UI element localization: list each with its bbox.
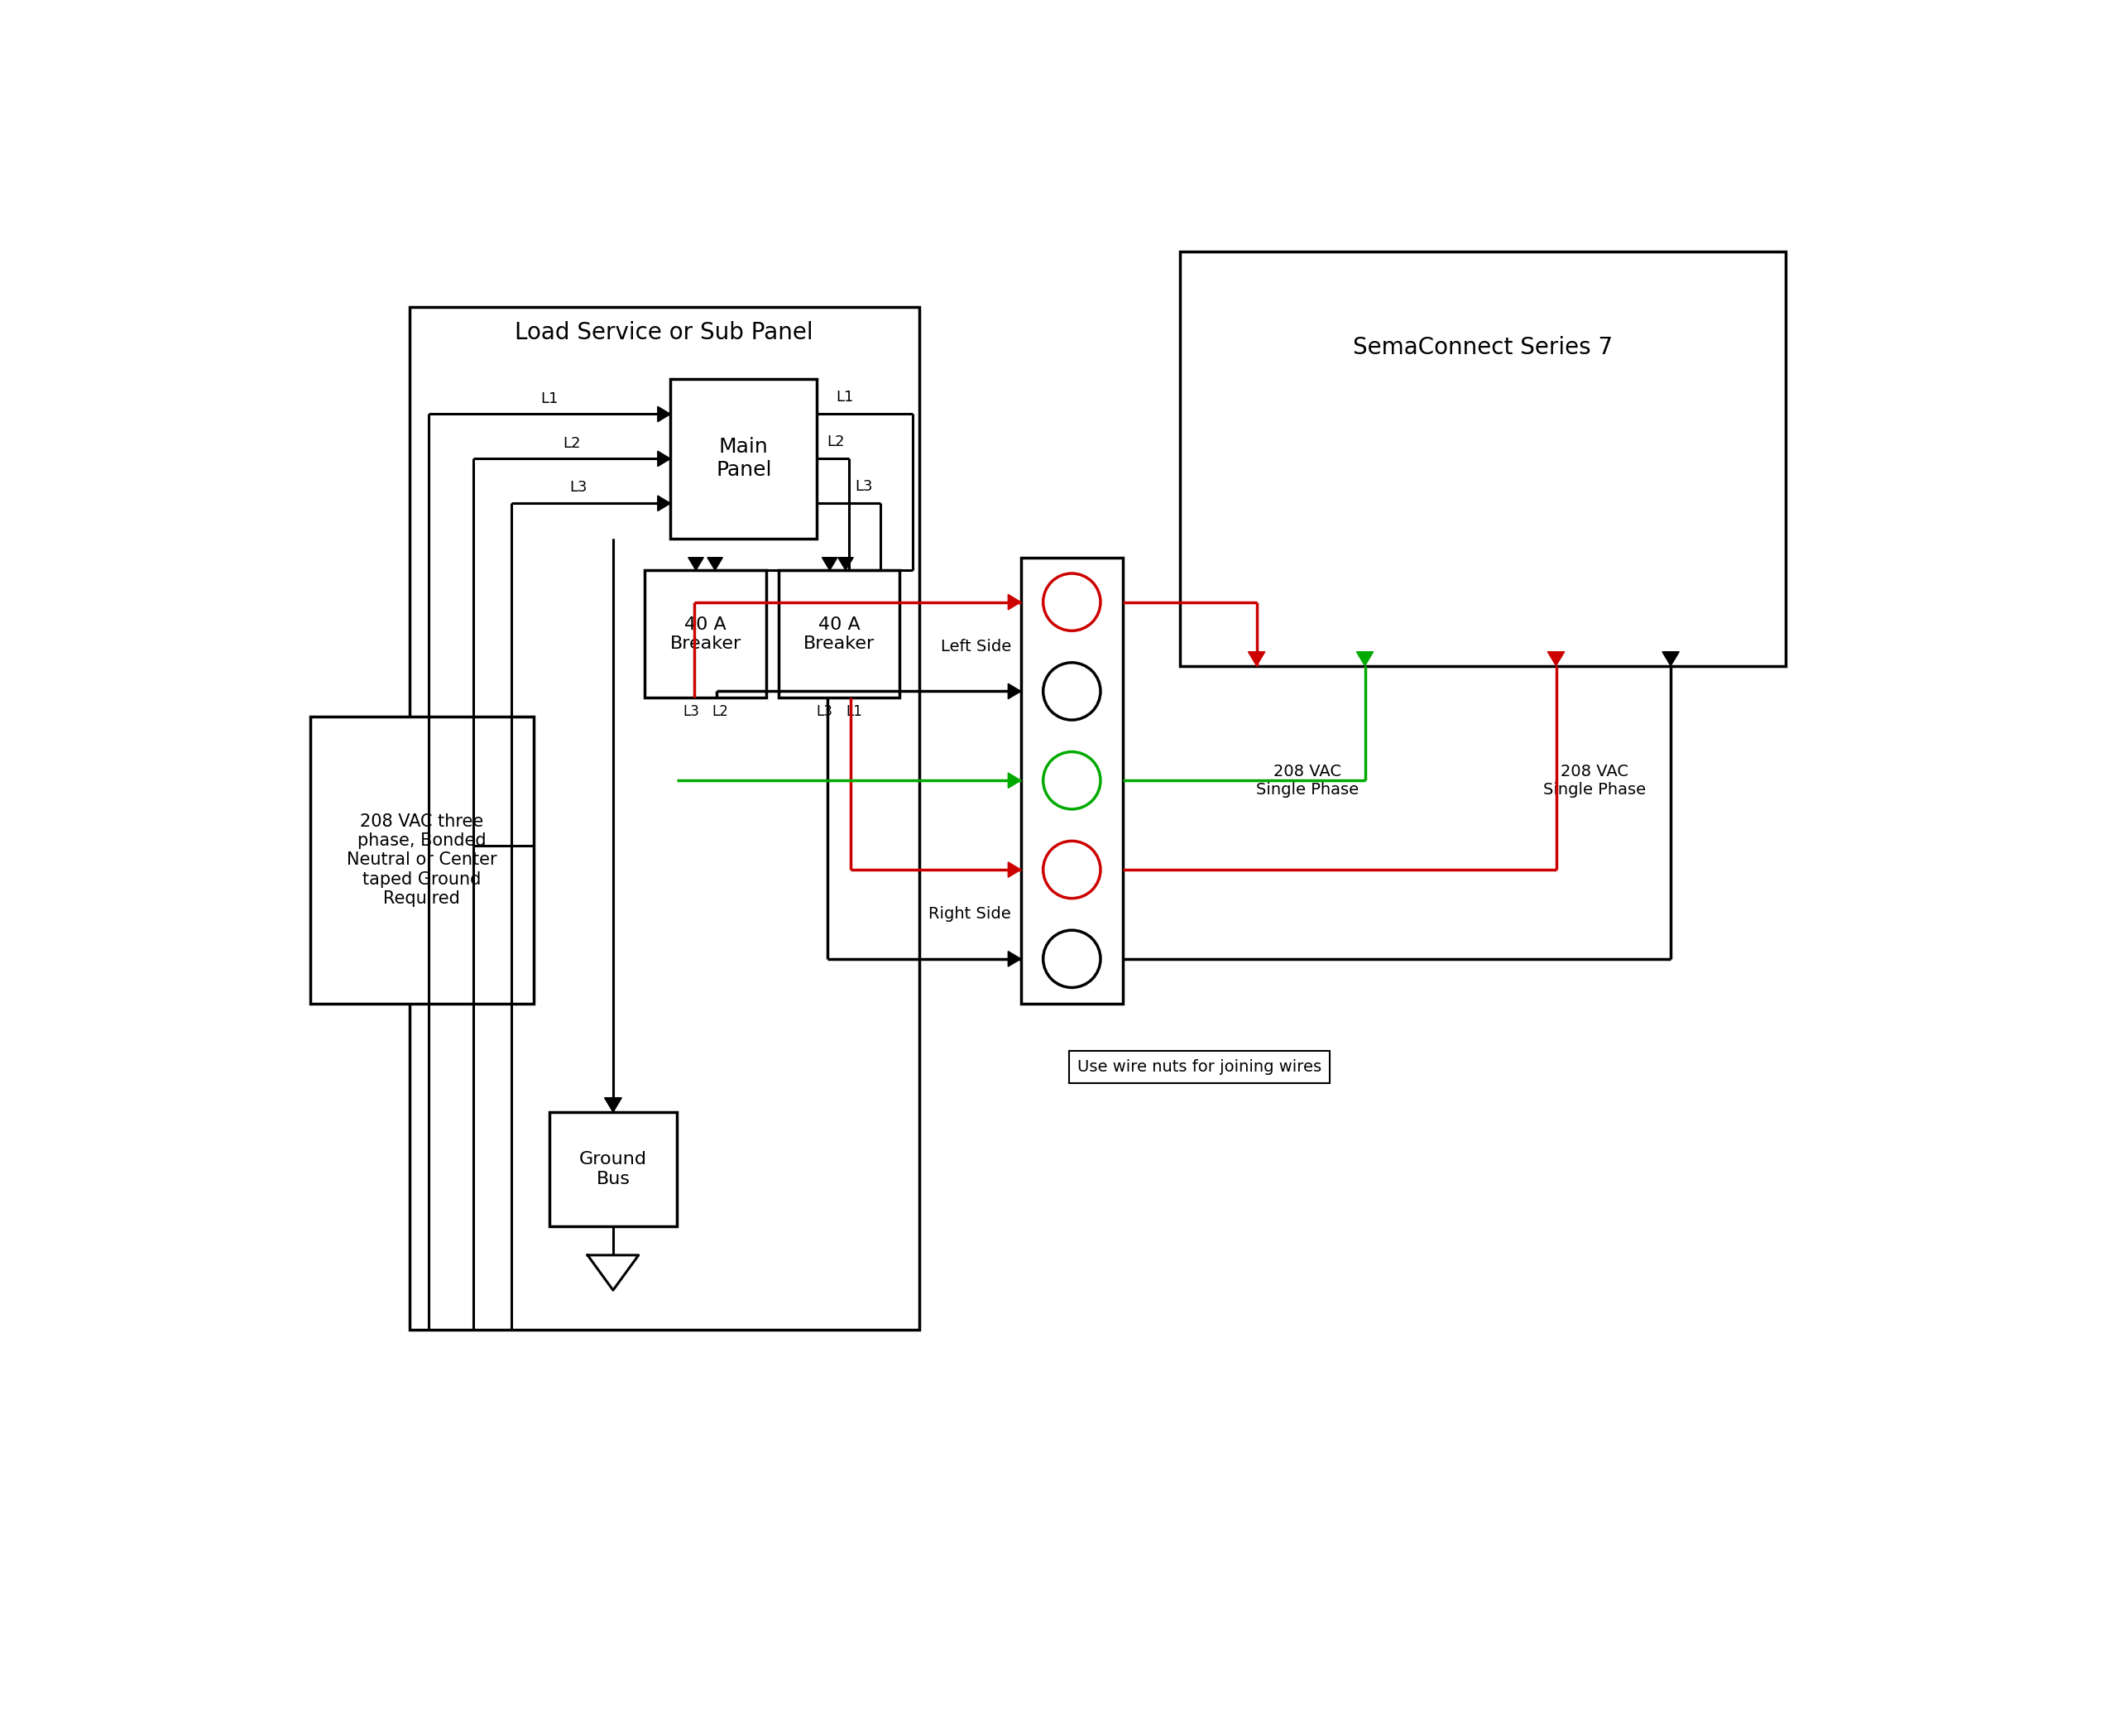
Circle shape [1042, 573, 1101, 630]
Bar [1179, 252, 1785, 667]
Polygon shape [1009, 594, 1021, 609]
Text: L2: L2 [563, 436, 580, 451]
Polygon shape [688, 557, 703, 569]
Circle shape [1042, 663, 1101, 720]
Text: SemaConnect Series 7: SemaConnect Series 7 [1353, 335, 1612, 359]
Polygon shape [658, 496, 671, 510]
Text: Left Side: Left Side [941, 639, 1011, 654]
Polygon shape [658, 406, 671, 422]
Polygon shape [823, 557, 838, 569]
Text: Load Service or Sub Panel: Load Service or Sub Panel [515, 321, 812, 344]
Polygon shape [1249, 651, 1266, 667]
Text: Main
Panel: Main Panel [715, 437, 772, 481]
Text: 208 VAC three
phase, Bonded
Neutral or Center
taped Ground
Required: 208 VAC three phase, Bonded Neutral or C… [346, 814, 498, 906]
Polygon shape [1357, 651, 1374, 667]
Bar [1021, 557, 1123, 1003]
Text: L3: L3 [570, 481, 587, 495]
Text: L3: L3 [684, 703, 698, 719]
Text: L3: L3 [817, 703, 833, 719]
Text: L1: L1 [846, 703, 863, 719]
Bar [646, 569, 766, 698]
Polygon shape [707, 557, 722, 569]
Text: L2: L2 [711, 703, 728, 719]
Polygon shape [1009, 951, 1021, 967]
Text: L2: L2 [827, 434, 844, 450]
Text: L1: L1 [836, 391, 855, 404]
Polygon shape [1547, 651, 1564, 667]
Polygon shape [838, 557, 852, 569]
Polygon shape [606, 1097, 622, 1111]
Polygon shape [658, 451, 671, 467]
Circle shape [1042, 930, 1101, 988]
Bar [310, 717, 534, 1003]
Polygon shape [1009, 684, 1021, 700]
Text: 40 A
Breaker: 40 A Breaker [804, 616, 876, 651]
Text: L3: L3 [855, 479, 874, 493]
Circle shape [1042, 752, 1101, 809]
Polygon shape [1009, 773, 1021, 788]
Text: 208 VAC
Single Phase: 208 VAC Single Phase [1542, 764, 1646, 797]
Bar [549, 1111, 677, 1226]
Text: Right Side: Right Side [928, 906, 1011, 922]
Bar [671, 378, 817, 538]
Bar [409, 307, 918, 1330]
Polygon shape [1009, 863, 1021, 877]
Text: L1: L1 [540, 391, 559, 406]
Text: 208 VAC
Single Phase: 208 VAC Single Phase [1255, 764, 1359, 797]
Polygon shape [587, 1255, 639, 1290]
Bar [779, 569, 899, 698]
Polygon shape [606, 1097, 622, 1111]
Circle shape [1042, 840, 1101, 898]
Text: 40 A
Breaker: 40 A Breaker [669, 616, 741, 651]
Text: Use wire nuts for joining wires: Use wire nuts for joining wires [1076, 1059, 1321, 1075]
Text: Ground
Bus: Ground Bus [578, 1151, 648, 1187]
Polygon shape [1663, 651, 1680, 667]
